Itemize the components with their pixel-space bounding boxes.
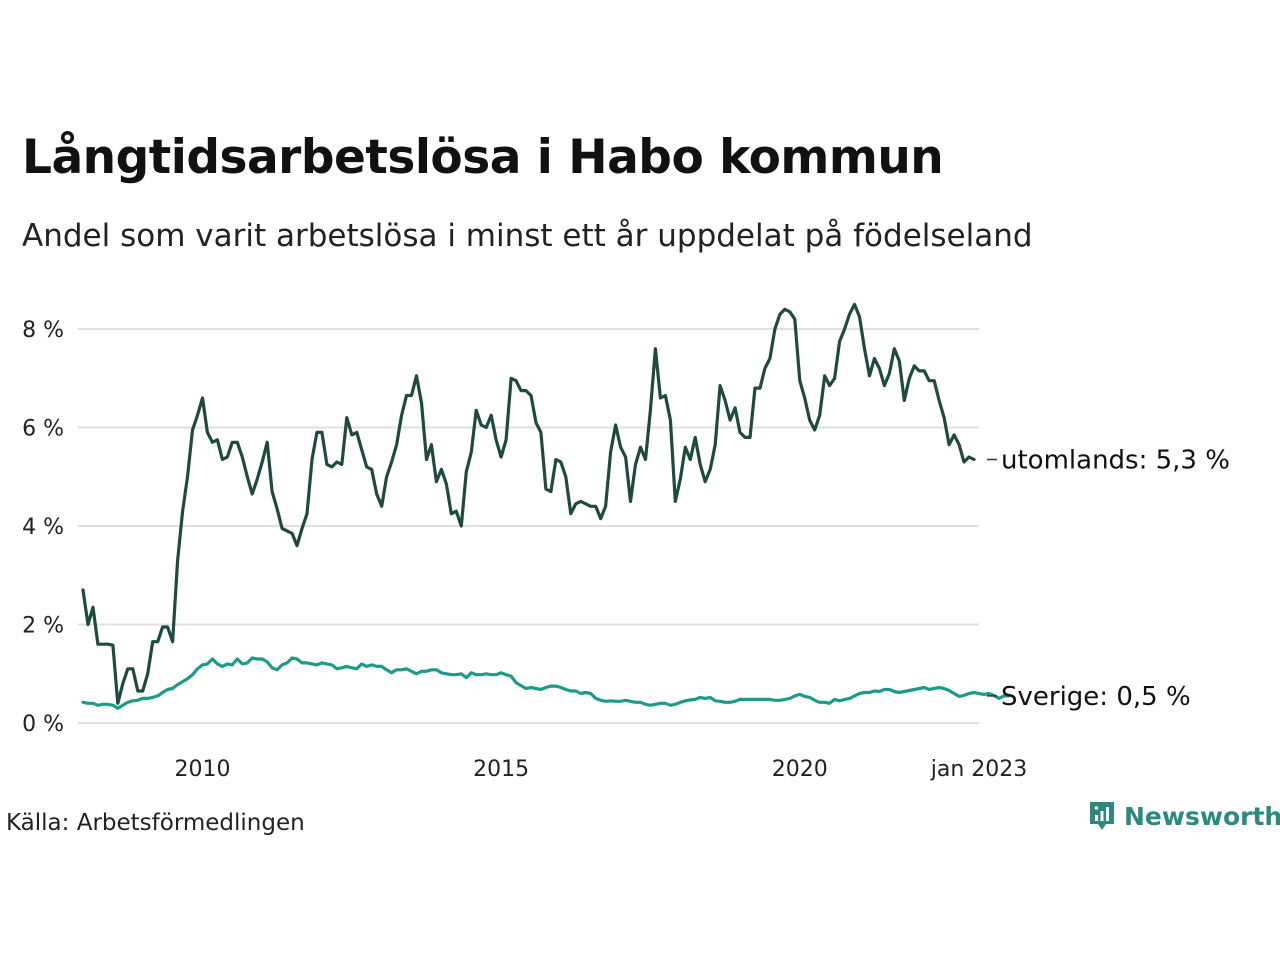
y-axis: 0 % 2 % 4 % 6 % 8 % [22, 318, 64, 737]
x-tick-label: 2020 [772, 757, 828, 782]
source-note: Källa: Arbetsförmedlingen [6, 810, 305, 836]
x-tick-label: 2015 [473, 757, 529, 782]
series-lines [81, 302, 1011, 710]
y-tick-label: 0 % [22, 712, 64, 737]
chart-subtitle: Andel som varit arbetslösa i minst ett å… [22, 218, 1033, 254]
chart-title: Långtidsarbetslösa i Habo kommun [22, 130, 944, 185]
brand-name: Newsworthy [1124, 801, 1280, 831]
series-line-utomlands [81, 302, 976, 705]
gridlines [78, 328, 979, 724]
y-tick-label: 8 % [22, 318, 64, 343]
end-label-sverige: Sverige: 0,5 % [1001, 682, 1191, 712]
x-tick-label: 2010 [174, 757, 230, 782]
brand-logo[interactable]: Newsworthy [1088, 800, 1280, 832]
y-tick-label: 2 % [22, 614, 64, 639]
y-tick-label: 6 % [22, 417, 64, 442]
end-label-utomlands: utomlands: 5,3 % [1001, 446, 1230, 476]
newsworthy-logo-icon [1090, 802, 1114, 830]
series-line-sverige [81, 656, 1011, 710]
x-axis: 2010 2015 2020 jan 2023 [174, 757, 1027, 782]
y-tick-label: 4 % [22, 515, 64, 540]
x-tick-label: jan 2023 [930, 757, 1028, 782]
end-labels: utomlands: 5,3 % Sverige: 0,5 % [987, 446, 1230, 712]
